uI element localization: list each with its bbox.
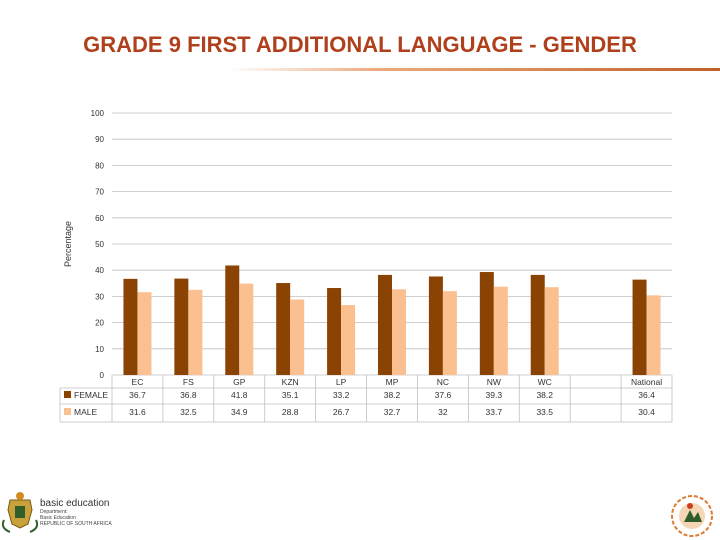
- y-axis-label: Percentage: [63, 221, 73, 267]
- data-label-female-lp: 33.2: [333, 390, 350, 400]
- data-label-female-national: 36.4: [638, 390, 655, 400]
- category-label-fs: FS: [183, 377, 194, 387]
- bar-female-nw: [479, 272, 494, 375]
- bar-male-kzn: [290, 299, 305, 375]
- data-label-female-nc: 37.6: [435, 390, 452, 400]
- legend-key-male: [64, 408, 71, 415]
- bar-female-wc: [530, 274, 545, 375]
- category-label-ec: EC: [132, 377, 144, 387]
- category-label-nw: NW: [487, 377, 501, 387]
- coat-of-arms-icon: [1, 492, 39, 533]
- bar-male-lp: [341, 305, 356, 375]
- category-label-mp: MP: [386, 377, 399, 387]
- data-label-female-wc: 38.2: [536, 390, 553, 400]
- y-tick-label-50: 50: [95, 240, 104, 249]
- logo-line-department: Department:: [40, 509, 68, 515]
- logo-line-basic-education: Basic Education: [40, 515, 76, 521]
- category-label-national: National: [631, 377, 662, 387]
- category-label-nc: NC: [437, 377, 449, 387]
- bar-male-fs: [188, 289, 203, 375]
- bar-female-gp: [225, 265, 240, 375]
- y-tick-label-10: 10: [95, 345, 104, 354]
- y-tick-label-90: 90: [95, 135, 104, 144]
- data-label-male-mp: 32.7: [384, 407, 401, 417]
- y-tick-label-60: 60: [95, 214, 104, 223]
- data-label-female-gp: 41.8: [231, 390, 248, 400]
- bar-female-fs: [174, 278, 189, 375]
- anniversary-badge-icon: [671, 495, 713, 537]
- data-label-male-wc: 33.5: [536, 407, 553, 417]
- y-tick-label-0: 0: [100, 371, 105, 380]
- data-label-male-fs: 32.5: [180, 407, 197, 417]
- data-label-female-fs: 36.8: [180, 390, 197, 400]
- y-tick-label-80: 80: [95, 161, 104, 170]
- bar-male-mp: [392, 289, 406, 375]
- bar-male-national: [646, 295, 661, 375]
- data-label-male-ec: 31.6: [129, 407, 146, 417]
- data-label-male-lp: 26.7: [333, 407, 350, 417]
- legend-key-female: [64, 391, 71, 398]
- bar-female-kzn: [276, 283, 291, 375]
- logo-line-republic: REPUBLIC OF SOUTH AFRICA: [40, 521, 112, 527]
- bar-female-nc: [428, 276, 443, 375]
- data-label-male-nc: 32: [438, 407, 448, 417]
- page-title: GRADE 9 FIRST ADDITIONAL LANGUAGE - GEND…: [83, 32, 637, 57]
- data-label-male-national: 30.4: [638, 407, 655, 417]
- category-label-lp: LP: [336, 377, 347, 387]
- bar-female-lp: [327, 288, 342, 375]
- title-underline: [230, 68, 720, 71]
- data-label-male-kzn: 28.8: [282, 407, 299, 417]
- bar-chart: 0 10 20 30 40 50 60 70 80 90 100 Percentage FEMALE MA…: [59, 109, 673, 423]
- bar-female-national: [632, 279, 647, 375]
- bar-male-wc: [544, 287, 559, 375]
- data-label-male-nw: 33.7: [486, 407, 503, 417]
- legend-label-female: FEMALE: [74, 390, 108, 400]
- bar-female-ec: [123, 278, 138, 375]
- logo-brand: basic education: [40, 498, 110, 509]
- bar-female-mp: [378, 274, 392, 375]
- bar-male-ec: [137, 292, 152, 375]
- category-label-gp: GP: [233, 377, 246, 387]
- data-label-female-nw: 39.3: [486, 390, 503, 400]
- y-tick-label-30: 30: [95, 292, 104, 301]
- data-label-female-ec: 36.7: [129, 390, 146, 400]
- bar-male-nc: [442, 291, 457, 375]
- y-tick-label-20: 20: [95, 319, 104, 328]
- bar-male-nw: [493, 286, 508, 375]
- bar-male-gp: [239, 283, 254, 375]
- legend-label-male: MALE: [74, 407, 97, 417]
- department-logo-text: basic education Department: Basic Educat…: [40, 498, 112, 527]
- y-tick-label-40: 40: [95, 266, 104, 275]
- category-label-kzn: KZN: [282, 377, 299, 387]
- data-label-male-gp: 34.9: [231, 407, 248, 417]
- category-label-wc: WC: [538, 377, 552, 387]
- data-label-female-kzn: 35.1: [282, 390, 299, 400]
- y-tick-label-70: 70: [95, 188, 104, 197]
- y-tick-label-100: 100: [91, 109, 105, 118]
- data-label-female-mp: 38.2: [384, 390, 401, 400]
